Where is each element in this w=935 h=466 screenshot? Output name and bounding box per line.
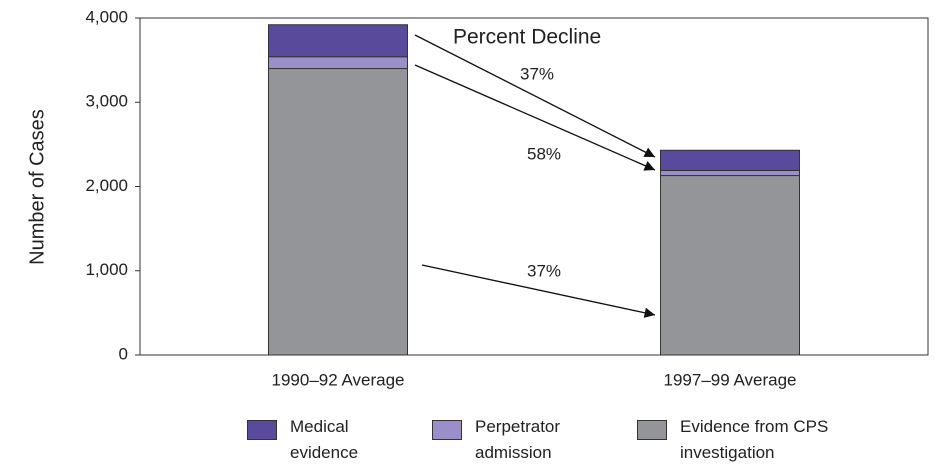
- legend-label: Evidence from CPS investigation: [680, 417, 829, 462]
- y-tick-label: 2,000: [85, 176, 128, 195]
- bar-segment: [268, 24, 408, 58]
- annotation: 37%: [527, 261, 561, 280]
- y-tick-label: 0: [119, 344, 128, 363]
- y-tick-label: 3,000: [85, 92, 128, 111]
- annotation: 37%: [520, 64, 554, 83]
- x-tick-label: 1990–92 Average: [272, 370, 405, 389]
- legend-label: Perpetrator admission: [475, 417, 561, 462]
- y-axis-label: Number of Cases: [26, 109, 48, 265]
- bar-segment: [268, 56, 408, 70]
- x-tick-label: 1997–99 Average: [664, 370, 797, 389]
- bar-segment: [660, 175, 800, 356]
- arrow: [421, 264, 656, 318]
- arrow: [414, 64, 656, 171]
- arrow: [414, 34, 656, 158]
- legend-swatch: [432, 420, 462, 440]
- y-tick-label: 1,000: [85, 260, 128, 279]
- annotation: 58%: [527, 144, 561, 163]
- bar-segment: [660, 149, 800, 171]
- bar-segment: [268, 68, 408, 356]
- bar-segment: [660, 169, 800, 177]
- legend-swatch: [637, 420, 667, 440]
- legend-swatch: [247, 420, 277, 440]
- legend-label: Medical evidence: [290, 417, 359, 462]
- y-tick-label: 4,000: [85, 7, 128, 26]
- annotation: Percent Decline: [453, 26, 601, 49]
